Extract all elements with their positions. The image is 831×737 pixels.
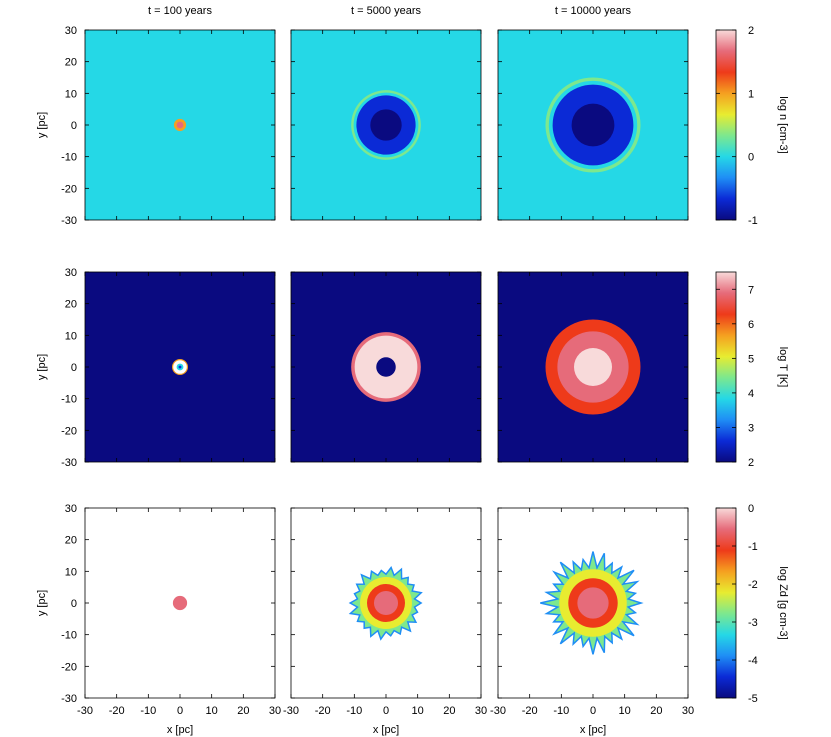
y-tick-label: 20 bbox=[65, 299, 77, 311]
y-tick-label: 30 bbox=[65, 503, 77, 515]
colorbar-tick-label: 2 bbox=[748, 457, 754, 469]
colorbar-tick-label: 4 bbox=[748, 388, 754, 400]
remnant-core bbox=[373, 590, 399, 616]
column-time-title: t = 10000 years bbox=[555, 5, 632, 17]
colorbar-tick-label: 7 bbox=[748, 284, 754, 296]
x-tick-label: 10 bbox=[412, 705, 424, 717]
x-tick-label: -10 bbox=[553, 705, 569, 717]
x-tick-label: -10 bbox=[140, 705, 156, 717]
colorbar-gradient bbox=[715, 507, 737, 699]
x-tick-label: 30 bbox=[475, 705, 487, 717]
panel-r0-c0 bbox=[84, 29, 276, 221]
x-axis-label: x [pc] bbox=[373, 724, 399, 736]
panel-r2-c0 bbox=[84, 507, 276, 699]
y-tick-label: 0 bbox=[71, 598, 77, 610]
colorbars: 2 1 0 -1 log n [cm-3] 7 6 5 4 3 2 log T [K] 0 -1 -2 -3 -… bbox=[715, 25, 789, 705]
axis-labels: t = 100 years t = 5000 years t = 10000 yea… bbox=[36, 5, 694, 736]
x-tick-label: 0 bbox=[383, 705, 389, 717]
remnant-core bbox=[571, 103, 615, 147]
colorbar-tick-label: 0 bbox=[748, 503, 754, 515]
colorbar-tick-label: 3 bbox=[748, 422, 754, 434]
y-tick-label: 20 bbox=[65, 57, 77, 69]
x-axis-label: x [pc] bbox=[167, 724, 193, 736]
y-tick-label: -20 bbox=[61, 661, 77, 673]
colorbar-tick-label: -1 bbox=[748, 215, 758, 227]
y-tick-label: 30 bbox=[65, 267, 77, 279]
y-tick-label: 10 bbox=[65, 566, 77, 578]
x-tick-label: -10 bbox=[346, 705, 362, 717]
x-tick-label: 30 bbox=[269, 705, 281, 717]
x-tick-label: 20 bbox=[443, 705, 455, 717]
x-tick-label: 10 bbox=[206, 705, 218, 717]
remnant-core bbox=[577, 587, 609, 619]
remnant-cold-core bbox=[376, 357, 396, 377]
colorbar-tick-label: -3 bbox=[748, 617, 758, 629]
panel-r1-c1 bbox=[290, 271, 482, 463]
x-tick-label: 0 bbox=[590, 705, 596, 717]
x-tick-label: -30 bbox=[283, 705, 299, 717]
x-tick-label: 20 bbox=[650, 705, 662, 717]
panel-r0-c2 bbox=[497, 29, 689, 221]
y-tick-label: -30 bbox=[61, 457, 77, 469]
x-tick-label: 10 bbox=[619, 705, 631, 717]
panel-r0-c1 bbox=[290, 29, 482, 221]
panel-r1-c2 bbox=[497, 271, 689, 463]
colorbar-tick-label: 5 bbox=[748, 353, 754, 365]
y-tick-label: -10 bbox=[61, 394, 77, 406]
y-axis-label: y [pc] bbox=[36, 112, 48, 138]
remnant-core bbox=[574, 348, 612, 386]
colorbar-tick-label: -5 bbox=[748, 693, 758, 705]
y-tick-label: 10 bbox=[65, 330, 77, 342]
colorbar-tick-label: -1 bbox=[748, 541, 758, 553]
panel-grid bbox=[84, 29, 689, 699]
x-tick-label: 30 bbox=[682, 705, 694, 717]
x-tick-label: 20 bbox=[237, 705, 249, 717]
colorbar-0: 2 1 0 -1 log n [cm-3] bbox=[715, 25, 789, 227]
colorbar-label: log n [cm-3] bbox=[777, 96, 789, 153]
x-tick-label: 0 bbox=[177, 705, 183, 717]
y-tick-label: -10 bbox=[61, 630, 77, 642]
colorbar-tick-label: -2 bbox=[748, 579, 758, 591]
y-tick-label: 0 bbox=[71, 362, 77, 374]
colorbar-tick-label: 1 bbox=[748, 88, 754, 100]
y-tick-label: 0 bbox=[71, 120, 77, 132]
y-tick-label: -20 bbox=[61, 183, 77, 195]
x-tick-label: -30 bbox=[490, 705, 506, 717]
colorbar-gradient bbox=[715, 271, 737, 463]
remnant-core bbox=[172, 595, 188, 611]
y-tick-label: 20 bbox=[65, 535, 77, 547]
colorbar-label: log Zd [g cm-3] bbox=[777, 566, 789, 639]
remnant-center bbox=[178, 365, 182, 369]
y-tick-label: -30 bbox=[61, 693, 77, 705]
column-time-title: t = 5000 years bbox=[351, 5, 422, 17]
x-tick-label: -20 bbox=[315, 705, 331, 717]
y-tick-label: -20 bbox=[61, 425, 77, 437]
panel-r1-c0 bbox=[84, 271, 276, 463]
remnant-center bbox=[178, 123, 182, 127]
colorbar-tick-label: 6 bbox=[748, 319, 754, 331]
y-tick-label: 10 bbox=[65, 88, 77, 100]
colorbar-tick-label: 0 bbox=[748, 152, 754, 164]
remnant-core bbox=[370, 109, 402, 141]
x-tick-label: -20 bbox=[522, 705, 538, 717]
colorbar-tick-label: -4 bbox=[748, 655, 758, 667]
colorbar-1: 7 6 5 4 3 2 log T [K] bbox=[715, 271, 789, 469]
panel-r2-c2 bbox=[497, 507, 689, 699]
x-axis-label: x [pc] bbox=[580, 724, 606, 736]
y-tick-label: 30 bbox=[65, 25, 77, 37]
column-time-title: t = 100 years bbox=[148, 5, 212, 17]
y-axis-label: y [pc] bbox=[36, 354, 48, 380]
colorbar-gradient bbox=[715, 29, 737, 221]
y-tick-label: -30 bbox=[61, 215, 77, 227]
x-tick-label: -20 bbox=[109, 705, 125, 717]
colorbar-label: log T [K] bbox=[777, 347, 789, 388]
x-tick-label: -30 bbox=[77, 705, 93, 717]
y-tick-label: -10 bbox=[61, 152, 77, 164]
colorbar-tick-label: 2 bbox=[748, 25, 754, 37]
panel-r2-c1 bbox=[290, 507, 482, 699]
colorbar-2: 0 -1 -2 -3 -4 -5 log Zd [g cm-3] bbox=[715, 503, 789, 705]
y-axis-label: y [pc] bbox=[36, 590, 48, 616]
